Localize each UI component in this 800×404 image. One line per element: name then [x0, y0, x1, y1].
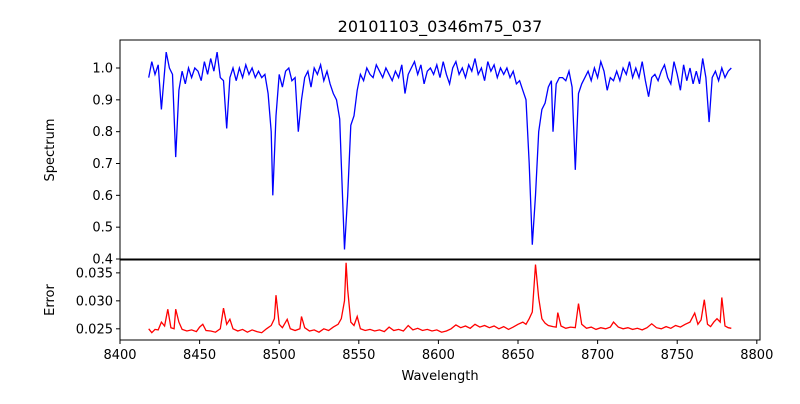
error-line: [148, 262, 732, 334]
y-tick-label: 0.025: [76, 322, 113, 337]
x-tick-label: 8700: [581, 348, 614, 363]
x-tick-label: 8600: [422, 348, 455, 363]
spectrum-axes-frame: [119, 39, 761, 260]
x-tick-label: 8400: [103, 348, 136, 363]
y-tick-label: 0.6: [92, 189, 113, 204]
chart-title: 20101103_0346m75_037: [338, 17, 543, 37]
error-y-label: Error: [43, 284, 58, 316]
x-tick-label: 8450: [183, 348, 216, 363]
x-tick-label: 8650: [501, 348, 534, 363]
y-tick-label: 0.7: [92, 157, 113, 172]
x-tick-label: 8800: [740, 348, 773, 363]
x-axis-label: Wavelength: [401, 369, 478, 384]
y-tick-label: 0.035: [76, 266, 113, 281]
y-tick-label: 0.030: [76, 294, 113, 309]
spectrum-y-label: Spectrum: [43, 119, 58, 182]
x-tick-label: 8750: [661, 348, 694, 363]
y-tick-label: 0.8: [92, 125, 113, 140]
y-tick-label: 0.9: [92, 93, 113, 108]
y-tick-label: 1.0: [92, 62, 113, 77]
spectrum-line: [148, 51, 732, 250]
y-tick-label: 0.4: [92, 253, 113, 268]
error-axes-frame: [119, 259, 761, 341]
y-tick-label: 0.5: [92, 221, 113, 236]
x-tick-label: 8550: [342, 348, 375, 363]
x-tick-label: 8500: [263, 348, 296, 363]
